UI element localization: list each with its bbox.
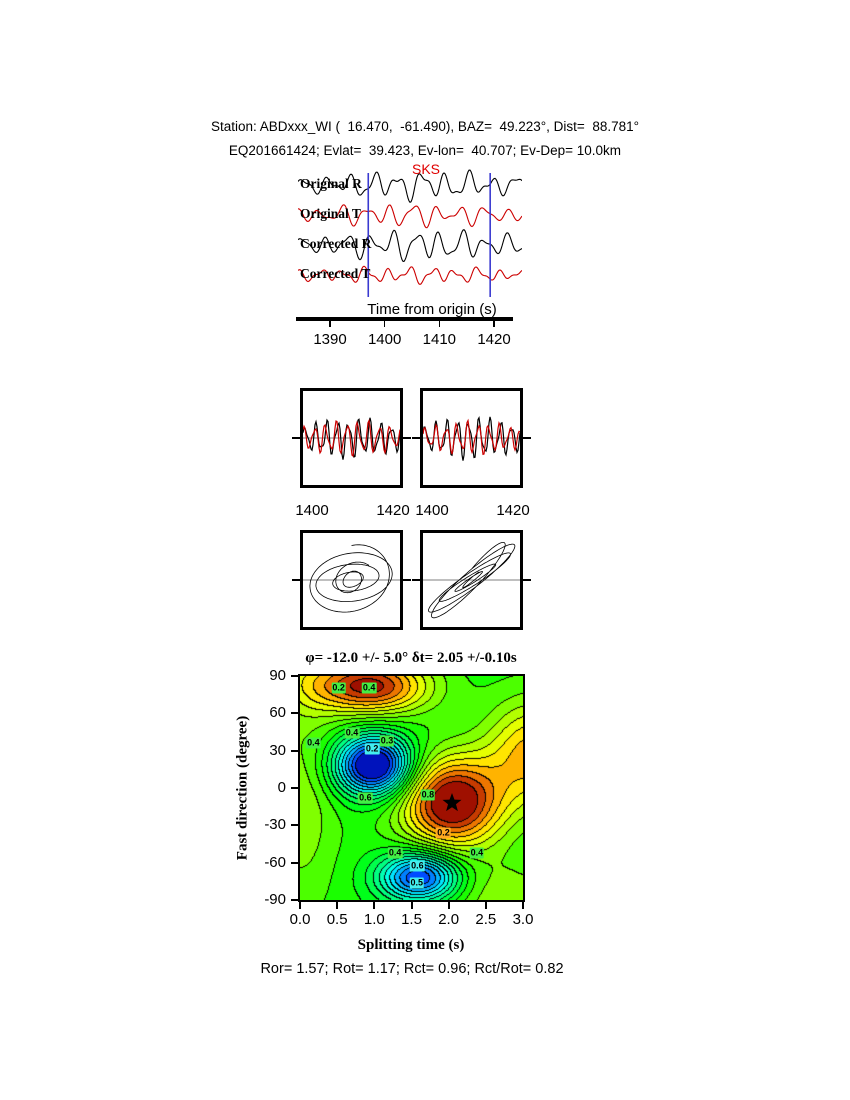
contour-xtick	[410, 902, 413, 909]
contour-ytick	[291, 861, 298, 864]
contour-frame	[298, 674, 525, 902]
time-axis-tick-label: 1420	[477, 331, 511, 348]
contour-xtick	[522, 902, 524, 909]
particle-motion-curve	[309, 544, 393, 613]
contour-xtick-label: 3.0	[512, 911, 534, 928]
seismogram-trace-3	[298, 265, 522, 286]
header-event-info: EQ201661424; Evlat= 39.423, Ev-lon= 40.7…	[228, 143, 622, 158]
window-box-tick	[523, 437, 531, 439]
contour-annotation: 0.2	[436, 827, 451, 839]
windowed-waveform-box-original	[300, 388, 403, 488]
windowed-waveforms-corrected-svg	[422, 416, 521, 461]
trace-label-corrected-r: Corrected R	[300, 236, 372, 251]
contour-ytick-label: 90	[269, 667, 286, 684]
time-axis-tick	[493, 321, 495, 327]
contour-annotation: 0.8	[420, 789, 436, 801]
window-box-tick	[412, 437, 420, 439]
seismogram-traces-svg	[298, 169, 522, 297]
contour-ytick-label: 30	[269, 741, 286, 759]
contour-title: φ= -12.0 +/- 5.0° δt= 2.05 +/-0.10s	[305, 650, 517, 666]
contour-annotation: 0.4	[387, 847, 403, 859]
contour-annotation: 0.6	[358, 792, 373, 804]
trace-label-original-r: Original R	[300, 176, 362, 191]
particle-motion-original-svg	[303, 544, 400, 613]
seismogram-trace-2	[298, 229, 522, 262]
contour-xtick	[447, 902, 450, 909]
contour-xtick-label: 2.5	[475, 911, 497, 928]
contour-annotation: 0.2	[331, 682, 346, 694]
contour-ytick	[291, 787, 298, 789]
contour-ytick	[291, 899, 298, 901]
time-axis-tick	[383, 321, 386, 327]
windowed-waveform-box-corrected	[420, 388, 523, 488]
particle-motion-curve	[428, 541, 516, 619]
contour-xtick	[484, 902, 487, 909]
time-axis-tick	[329, 321, 331, 327]
phase-label-sks: SKS	[412, 161, 441, 177]
time-axis-tick	[438, 321, 441, 327]
contour-xtick	[336, 902, 339, 909]
contour-annotation: 0.6	[410, 860, 425, 872]
contour-ytick-label: -60	[264, 853, 286, 871]
window-tick-label: 1400	[295, 502, 329, 519]
contour-xlabel: Splitting time (s)	[357, 937, 465, 953]
time-axis-label: Time from origin (s)	[367, 301, 497, 318]
time-axis-tick-label: 1390	[313, 331, 347, 348]
trace-label-corrected-t: Corrected T	[300, 266, 371, 281]
contour-xtick-label: 0.5	[326, 911, 348, 928]
best-solution-star	[442, 793, 462, 812]
contour-ytick	[291, 675, 298, 677]
contour-ytick-label: -90	[264, 891, 286, 908]
pm-box-tick	[412, 579, 420, 581]
seismogram-trace-1	[298, 204, 522, 229]
contour-annotation: 0.5	[409, 877, 424, 889]
contour-annotation: 0.4	[306, 737, 321, 749]
pm-box-tick	[292, 579, 300, 581]
window-tick-label: 1420	[376, 502, 410, 519]
contour-ytick	[291, 749, 298, 752]
contour-xtick-label: 1.5	[401, 911, 422, 928]
windowed-trace-0	[422, 416, 521, 461]
contour-annotation: 0.4	[344, 727, 360, 739]
contour-ytick-label: 60	[269, 704, 286, 722]
window-tick-label: 1420	[496, 502, 530, 519]
header-station-info: Station: ABDxxx_WI ( 16.470, -61.490), B…	[210, 119, 640, 134]
windowed-trace-1	[302, 418, 401, 458]
particle-motion-box-original	[300, 530, 403, 630]
contour-xtick-label: 1.0	[363, 911, 385, 928]
contour-annotation: 0.4	[361, 682, 377, 694]
pm-box-tick	[523, 579, 531, 581]
windowed-waveforms-original-svg	[302, 417, 401, 460]
trace-label-original-t: Original T	[300, 206, 361, 221]
contour-xtick-label: 0.0	[289, 911, 311, 928]
contour-ytick-label: -30	[264, 816, 286, 834]
contour-xtick-label: 2.0	[438, 911, 460, 928]
contour-ytick	[291, 712, 298, 715]
contour-ytick	[291, 824, 298, 827]
particle-motion-box-corrected	[420, 530, 523, 630]
window-tick-label: 1400	[415, 502, 449, 519]
windowed-trace-1	[422, 418, 521, 456]
seismogram-trace-0	[298, 169, 522, 204]
pm-box-tick	[403, 579, 411, 581]
time-axis-tick-label: 1410	[422, 331, 457, 348]
contour-xtick	[299, 902, 301, 909]
window-box-tick	[292, 437, 300, 439]
contour-annotation: 0.4	[469, 847, 485, 859]
time-axis-line	[296, 317, 513, 321]
star-glyph	[442, 793, 462, 812]
window-box-tick	[403, 437, 411, 439]
contour-ytick-label: 0	[277, 779, 286, 796]
contour-xtick	[373, 902, 376, 909]
contour-annotation: 0.2	[364, 743, 380, 755]
particle-motion-corrected-svg	[423, 541, 520, 619]
footer-ratios: Ror= 1.57; Rot= 1.17; Rct= 0.96; Rct/Rot…	[260, 961, 564, 977]
time-axis-tick-label: 1400	[367, 331, 402, 348]
contour-annotation: 0.3	[379, 735, 395, 747]
